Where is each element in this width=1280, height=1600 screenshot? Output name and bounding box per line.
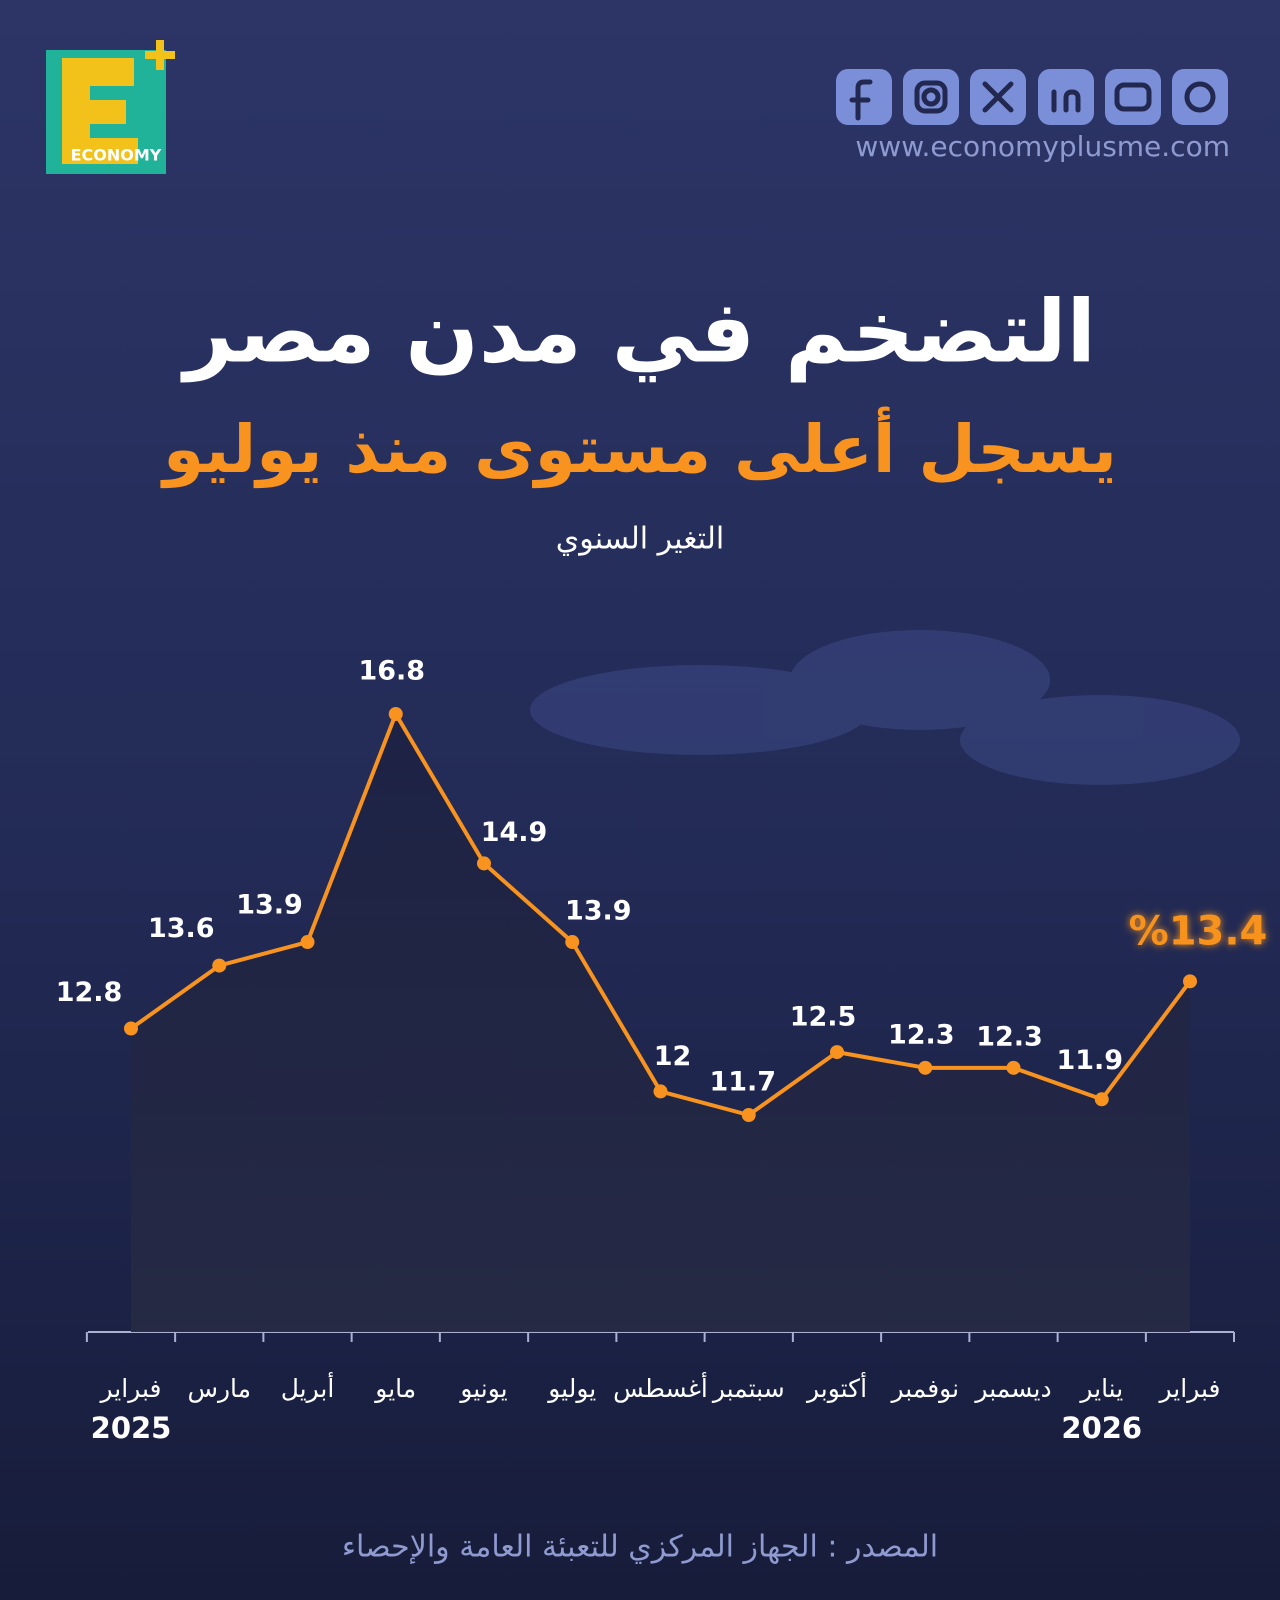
- area: [131, 714, 1190, 1332]
- x-tick-label: ديسمبر: [973, 1374, 1051, 1403]
- point: [1094, 1092, 1109, 1107]
- x-tick-label: فبراير: [99, 1374, 162, 1403]
- value-label: 13.9: [565, 896, 632, 927]
- point: [477, 856, 491, 871]
- point: [388, 707, 403, 721]
- clouds: [530, 630, 1240, 785]
- chart-subtitle: يسجل أعلى مستوى منذ يوليو: [160, 406, 1117, 489]
- logo-text: ECONOMY: [71, 146, 162, 165]
- value-label: 12.3: [888, 1019, 955, 1050]
- youtube-icon[interactable]: [1105, 69, 1161, 125]
- x-tick-label: أغسطس: [613, 1371, 708, 1403]
- x-tick-label: نوفمبر: [889, 1374, 959, 1403]
- source: المصدر : الجهاز المركزي للتعبئة العامة و…: [342, 1530, 938, 1565]
- x-tick-label: مارس: [187, 1374, 251, 1403]
- x-tick-label: فبراير: [1158, 1374, 1221, 1403]
- chart-title: التضخم في مدن مصر: [180, 282, 1096, 382]
- logo[interactable]: ECONOMY: [46, 40, 175, 174]
- value-label: 13.9: [236, 890, 303, 921]
- facebook-icon[interactable]: [836, 69, 892, 125]
- point: [918, 1060, 933, 1075]
- x-tick-label: يونيو: [458, 1374, 507, 1403]
- value-label: 11.9: [1056, 1045, 1123, 1076]
- x-tick-label: سبتمبر: [711, 1374, 785, 1403]
- threads-icon[interactable]: [1172, 69, 1228, 125]
- x-tick-label: يناير: [1078, 1374, 1123, 1403]
- value-label: 12.3: [976, 1021, 1043, 1052]
- point: [565, 935, 580, 950]
- point: [300, 935, 315, 950]
- point: [212, 958, 227, 973]
- point: [653, 1084, 668, 1099]
- instagram-icon[interactable]: [903, 69, 959, 125]
- x-tick-label: يوليو: [546, 1374, 596, 1403]
- icon-glyphs: [849, 79, 1216, 121]
- website[interactable]: www.economyplusme.com: [855, 130, 1230, 163]
- value-label: %13.4: [1129, 908, 1268, 954]
- point: [741, 1108, 756, 1122]
- x-tick-label: مايو: [373, 1374, 416, 1403]
- point: [830, 1045, 844, 1060]
- point: [1006, 1060, 1021, 1075]
- value-label: 13.6: [148, 913, 215, 944]
- value-label: 12: [654, 1041, 692, 1072]
- value-label: 12.5: [790, 1002, 857, 1033]
- line-chart: فبراير 2025 مارس أبريل مايو يونيو يوليو أغسطس سب…: [56, 656, 1268, 1446]
- year-label: 2026: [1061, 1411, 1142, 1445]
- x-tick-label: أكتوبر: [805, 1371, 867, 1403]
- value-label: 14.9: [481, 817, 548, 848]
- value-label: 12.8: [56, 977, 123, 1008]
- point: [124, 1021, 138, 1036]
- year-label: 2025: [91, 1411, 172, 1445]
- value-label: 16.8: [358, 656, 425, 687]
- x-tick-label: أبريل: [281, 1371, 335, 1403]
- y-axis-label: التغير السنوي: [556, 522, 724, 557]
- point: [1183, 974, 1197, 989]
- value-label: 11.7: [709, 1067, 776, 1098]
